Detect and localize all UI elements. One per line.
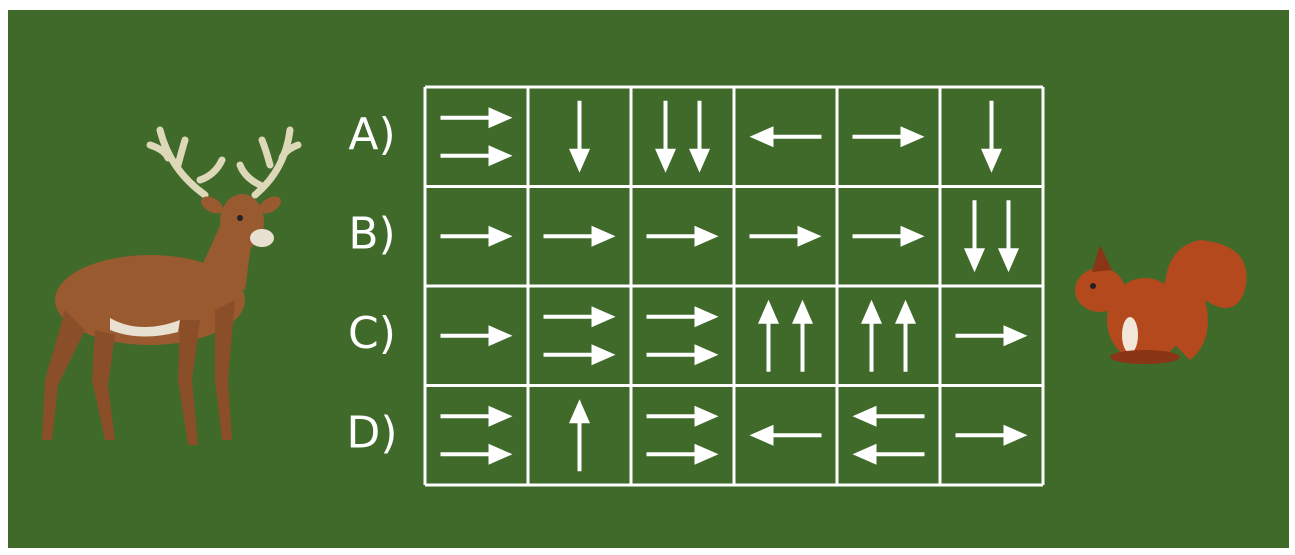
arrow-head — [1003, 325, 1028, 347]
arrow — [964, 200, 985, 273]
arrow-head — [861, 299, 882, 324]
arrow-head — [981, 148, 1002, 173]
arrow — [440, 325, 513, 347]
arrow-head — [900, 126, 925, 148]
arrow — [569, 399, 590, 472]
arrow-head — [694, 225, 719, 247]
arrow-head — [694, 443, 719, 465]
row-label: A) — [348, 109, 395, 160]
arrow — [543, 306, 616, 328]
arrow — [646, 405, 719, 427]
arrow — [749, 424, 822, 446]
arrow-head — [758, 299, 779, 324]
arrow-head — [1003, 424, 1028, 446]
arrow — [758, 299, 779, 372]
arrow-head — [852, 405, 877, 427]
arrow — [646, 443, 719, 465]
arrow-head — [488, 443, 513, 465]
arrow — [440, 405, 513, 427]
squirrel — [1075, 240, 1247, 364]
arrow — [981, 100, 1002, 173]
arrow-head — [749, 126, 774, 148]
arrow-head — [797, 225, 822, 247]
deer — [42, 126, 302, 445]
arrow-head — [591, 225, 616, 247]
row-label: D) — [346, 407, 397, 458]
arrow — [852, 225, 925, 247]
arrow-head — [488, 325, 513, 347]
arrow — [998, 200, 1019, 273]
arrow — [749, 225, 822, 247]
arrow-head — [694, 405, 719, 427]
row-labels: A) B) C) D) — [346, 109, 397, 459]
arrow-head — [689, 148, 710, 173]
arrow-head — [591, 306, 616, 328]
arrow-head — [900, 225, 925, 247]
arrow-head — [998, 248, 1019, 273]
arrow — [543, 344, 616, 366]
arrow-head — [749, 424, 774, 446]
arrow — [689, 100, 710, 173]
arrow — [543, 225, 616, 247]
arrow — [646, 344, 719, 366]
arrow — [852, 405, 925, 427]
arrow — [440, 107, 513, 129]
arrow-head — [488, 405, 513, 427]
arrow-head — [488, 107, 513, 129]
arrow — [895, 299, 916, 372]
arrow — [861, 299, 882, 372]
arrow — [646, 225, 719, 247]
arrow-head — [569, 399, 590, 424]
arrow — [440, 145, 513, 167]
arrow-head — [852, 443, 877, 465]
arrow — [852, 126, 925, 148]
arrow — [440, 225, 513, 247]
arrow — [569, 100, 590, 173]
arrow — [440, 443, 513, 465]
arrow — [792, 299, 813, 372]
arrow-head — [655, 148, 676, 173]
row-label: C) — [348, 308, 396, 359]
arrow-head — [792, 299, 813, 324]
arrow — [646, 306, 719, 328]
arrow-head — [694, 306, 719, 328]
arrow-grid — [423, 85, 1045, 487]
row-label: B) — [348, 208, 395, 259]
arrow-head — [591, 344, 616, 366]
arrow — [955, 325, 1028, 347]
arrow — [655, 100, 676, 173]
arrow-head — [694, 344, 719, 366]
arrow — [852, 443, 925, 465]
arrow — [749, 126, 822, 148]
arrow-head — [488, 225, 513, 247]
arrow-head — [964, 248, 985, 273]
arrow-head — [569, 148, 590, 173]
arrow-head — [895, 299, 916, 324]
arrow-head — [488, 145, 513, 167]
arrow — [955, 424, 1028, 446]
